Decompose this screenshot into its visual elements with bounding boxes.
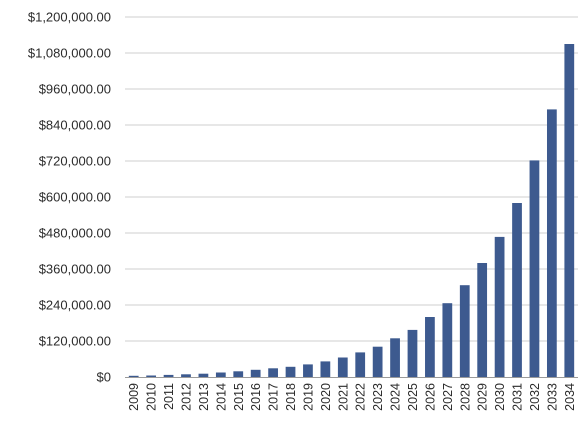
y-tick-label: $0 — [97, 370, 111, 385]
y-tick-label: $1,200,000.00 — [28, 10, 111, 25]
x-tick-label: 2014 — [214, 383, 228, 411]
y-tick-label: $840,000.00 — [39, 118, 111, 133]
bar-2028 — [459, 285, 470, 377]
bar-2018 — [285, 366, 296, 377]
x-tick-label: 2019 — [301, 383, 315, 411]
bar-2021 — [337, 357, 348, 377]
bar-2034 — [564, 44, 575, 377]
x-tick-label: 2034 — [563, 383, 577, 411]
bar-2026 — [425, 317, 435, 377]
bar-2016 — [250, 369, 261, 377]
bar-2025 — [407, 329, 418, 377]
x-tick-label: 2027 — [441, 383, 455, 411]
bar-2033 — [546, 109, 557, 378]
y-tick-label: $600,000.00 — [39, 190, 111, 205]
x-tick-label: 2016 — [249, 383, 263, 411]
bar-2011 — [163, 374, 174, 377]
grid-lines — [125, 16, 578, 342]
x-tick-label: 2015 — [232, 383, 246, 411]
y-tick-label: $720,000.00 — [39, 154, 111, 169]
bar-2030 — [494, 236, 505, 377]
y-axis-ticks: $0 $120,000.00 $240,000.00 $360,000.00 $480,… — [28, 10, 111, 385]
x-tick-label: 2018 — [284, 383, 298, 411]
bar-2019 — [303, 364, 313, 377]
x-tick-label: 2009 — [127, 383, 141, 411]
bar-2020 — [320, 361, 331, 377]
bar-2027 — [442, 303, 453, 377]
y-tick-label: $120,000.00 — [39, 334, 111, 349]
x-tick-label: 2033 — [545, 383, 559, 411]
bar-2023 — [372, 346, 383, 377]
x-tick-label: 2013 — [197, 383, 211, 411]
bar-2014 — [215, 372, 226, 377]
bar-2012 — [181, 374, 191, 377]
bar-2009 — [128, 375, 139, 377]
x-tick-label: 2030 — [493, 383, 507, 411]
y-tick-label: $960,000.00 — [39, 82, 111, 97]
x-tick-label: 2012 — [179, 383, 193, 411]
x-tick-label: 2017 — [267, 383, 281, 411]
bar-2017 — [268, 368, 278, 377]
x-axis-ticks: 2009 2010 2011 2012 2013 2014 2015 2016 2017 2018… — [127, 383, 577, 411]
x-tick-label: 2022 — [354, 383, 368, 411]
x-tick-label: 2029 — [476, 383, 490, 411]
x-tick-label: 2020 — [319, 383, 333, 411]
bar-2031 — [512, 203, 522, 377]
bar-2015 — [233, 371, 244, 377]
bar-2013 — [198, 373, 209, 377]
x-tick-label: 2025 — [406, 383, 420, 411]
x-tick-label: 2011 — [162, 383, 176, 410]
x-tick-label: 2032 — [528, 383, 542, 411]
x-tick-label: 2028 — [458, 383, 472, 411]
x-tick-label: 2031 — [511, 383, 525, 411]
bar-2022 — [355, 352, 366, 377]
bar-2024 — [390, 338, 400, 377]
bar-2032 — [529, 160, 540, 377]
bar-2010 — [146, 375, 157, 377]
x-tick-label: 2024 — [389, 383, 403, 411]
y-tick-label: $480,000.00 — [39, 226, 111, 241]
y-tick-label: $1,080,000.00 — [28, 46, 111, 61]
x-tick-label: 2010 — [145, 383, 159, 411]
y-tick-label: $360,000.00 — [39, 262, 111, 277]
x-tick-label: 2023 — [371, 383, 385, 411]
y-tick-label: $240,000.00 — [39, 298, 111, 313]
x-tick-label: 2021 — [336, 383, 350, 411]
x-tick-label: 2026 — [423, 383, 437, 411]
bar-2029 — [477, 263, 488, 377]
bars — [128, 44, 575, 378]
